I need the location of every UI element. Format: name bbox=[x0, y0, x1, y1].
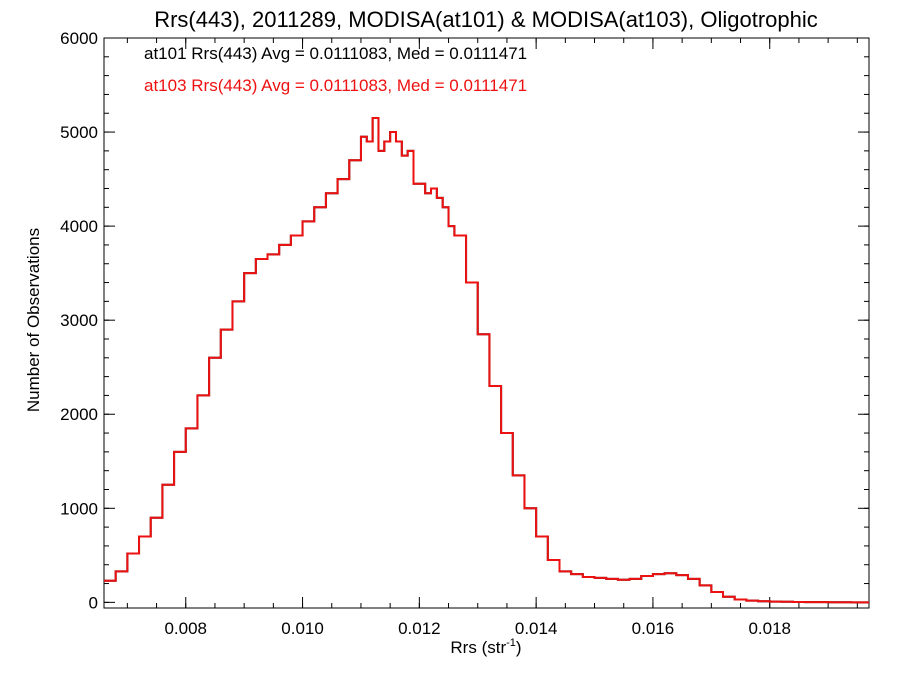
annotation-at101: at101 Rrs(443) Avg = 0.0111083, Med = 0.… bbox=[144, 44, 527, 63]
y-tick-label: 2000 bbox=[60, 405, 98, 424]
x-tick-label: 0.012 bbox=[398, 619, 441, 638]
y-tick-label: 6000 bbox=[60, 29, 98, 48]
series-line-at101 bbox=[104, 116, 869, 604]
chart-title: Rrs(443), 2011289, MODISA(at101) & MODIS… bbox=[154, 7, 818, 32]
y-tick-label: 5000 bbox=[60, 123, 98, 142]
x-tick-label: 0.014 bbox=[515, 619, 558, 638]
annotation-at103: at103 Rrs(443) Avg = 0.0111083, Med = 0.… bbox=[144, 76, 527, 95]
x-axis-ticks: 0.008 0.010 0.012 0.014 0.016 0.018 bbox=[126, 38, 858, 638]
x-tick-label: 0.018 bbox=[748, 619, 791, 638]
y-tick-label: 0 bbox=[89, 593, 98, 612]
x-tick-label: 0.010 bbox=[281, 619, 324, 638]
y-axis-ticks: 0 1000 2000 3000 4000 5000 6000 bbox=[60, 29, 869, 612]
x-tick-label: 0.008 bbox=[164, 619, 207, 638]
y-tick-label: 3000 bbox=[60, 311, 98, 330]
series-line-at103 bbox=[104, 116, 869, 604]
plot-frame bbox=[103, 37, 870, 609]
y-tick-label: 4000 bbox=[60, 217, 98, 236]
series-group bbox=[104, 116, 869, 604]
y-axis-label: Number of Observations bbox=[24, 228, 43, 412]
x-tick-label: 0.016 bbox=[632, 619, 675, 638]
y-tick-label: 1000 bbox=[60, 499, 98, 518]
x-axis-label: Rrs (str-1) bbox=[450, 637, 521, 657]
